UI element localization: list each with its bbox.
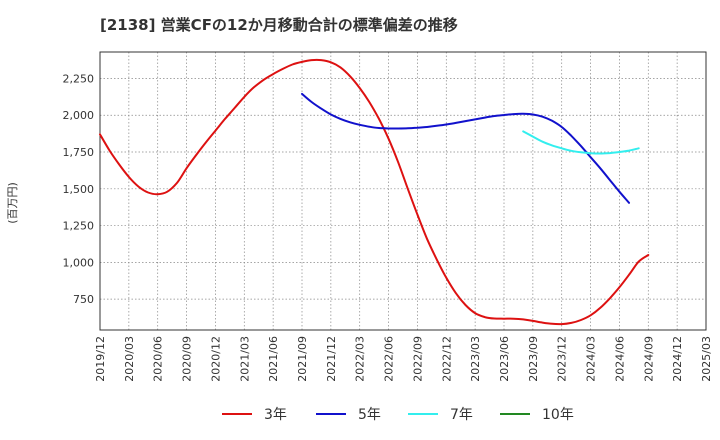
x-tick-label: 2024/03: [585, 336, 598, 382]
y-tick-label: 1,250: [63, 220, 95, 233]
x-tick-label: 2021/09: [296, 336, 309, 382]
y-tick-label: 750: [73, 293, 94, 306]
series-line-5y: [301, 92, 630, 204]
x-tick-label: 2021/06: [267, 336, 280, 382]
y-tick-label: 1,500: [63, 183, 95, 196]
x-tick-label: 2024/09: [642, 336, 655, 382]
x-tick-label: 2021/12: [325, 336, 338, 382]
plot-area: 750 1,000 1,250 1,500 1,750 2,000 2,250 2019/12…: [63, 51, 713, 382]
x-tick-label: 2024/12: [671, 336, 684, 382]
series-line-7y: [522, 130, 640, 155]
y-tick-label: 2,250: [63, 72, 95, 85]
x-tick-label: 2020/03: [123, 336, 136, 382]
x-tick-label: 2022/09: [411, 336, 424, 382]
x-tick-label: 2020/09: [181, 336, 194, 382]
x-tick-label: 2023/12: [556, 336, 569, 382]
x-tick-label: 2023/03: [469, 336, 482, 382]
legend-label-3y: 3年: [264, 407, 287, 423]
x-tick-label: 2019/12: [94, 336, 107, 382]
series-line-3y: [99, 58, 650, 326]
y-axis-label: (百万円): [6, 182, 19, 224]
plot-background: [100, 52, 706, 330]
legend-label-10y: 10年: [542, 407, 574, 423]
x-tick-label: 2022/06: [383, 336, 396, 382]
x-tick-label: 2025/03: [700, 336, 713, 382]
x-tick-label: 2021/03: [238, 336, 251, 382]
legend-label-5y: 5年: [358, 407, 381, 423]
chart-title: [2138] 営業CFの12か月移動合計の標準偏差の推移: [100, 16, 458, 34]
x-tick-label: 2022/12: [440, 336, 453, 382]
x-tick-label: 2022/03: [354, 336, 367, 382]
x-tick-label: 2020/06: [152, 336, 165, 382]
y-tick-label: 1,750: [63, 146, 95, 159]
x-tick-label: 2020/12: [209, 336, 222, 382]
legend: 3年 5年 7年 10年: [222, 407, 574, 423]
y-tick-label: 1,000: [63, 256, 95, 269]
x-tick-label: 2023/06: [498, 336, 511, 382]
legend-label-7y: 7年: [450, 407, 473, 423]
x-tick-label: 2023/09: [527, 336, 540, 382]
y-tick-label: 2,000: [63, 109, 95, 122]
x-tick-label: 2024/06: [613, 336, 626, 382]
plot-frame: [99, 51, 707, 331]
